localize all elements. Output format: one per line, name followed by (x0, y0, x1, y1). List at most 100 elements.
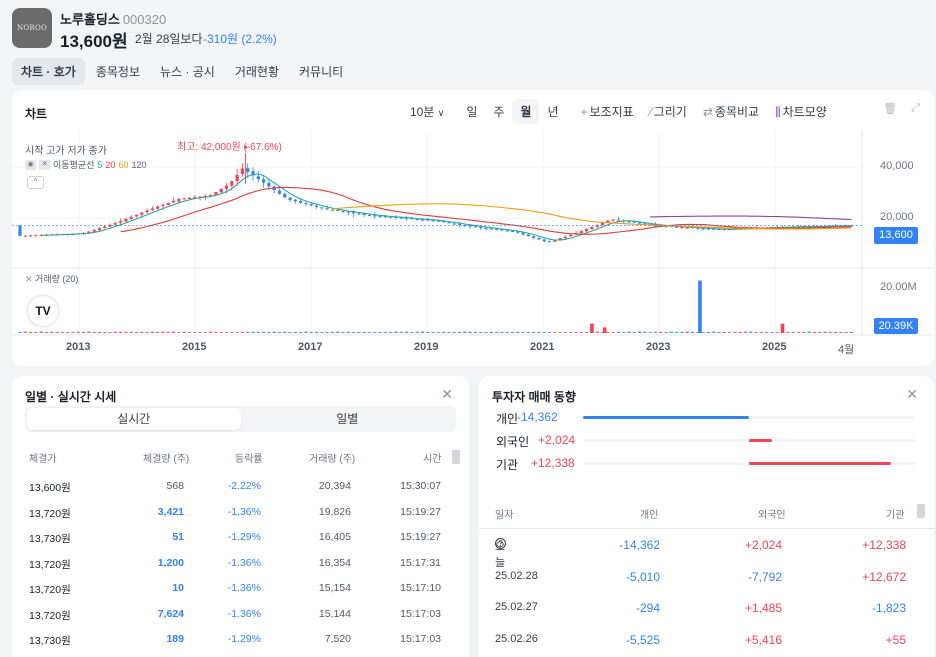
volume-bar (256, 331, 260, 333)
tab-community[interactable]: 커뮤니티 (299, 65, 344, 79)
tab-news[interactable]: 뉴스 · 공시 (160, 65, 215, 79)
chart-panel: 차트 10분 ∨ 일 주 월 년 + 보조지표 ⁄ 그리기 ⇄ 종목비교 ⫼ 차트모양 … (12, 90, 934, 366)
ma60-line (332, 203, 852, 230)
volume-bar (346, 331, 350, 333)
candle-body (404, 217, 409, 219)
close-icon[interactable]: ✕ (906, 386, 918, 402)
row-indiv: -5,010 (625, 569, 660, 584)
trash-icon[interactable]: 🗑 (883, 103, 898, 115)
close-icon[interactable]: ✕ (39, 159, 50, 170)
volume-bar (807, 331, 811, 333)
table-row: 13,730원 189 -1.29% 7,520 15:17:03 (12, 633, 469, 657)
candle-icon: ⫼ (775, 105, 781, 119)
draw-button[interactable]: ⁄ 그리기 (642, 99, 695, 124)
candle-body (558, 238, 562, 240)
collapse-legend-button[interactable]: ^ (27, 176, 44, 189)
close-icon[interactable]: ✕ (25, 274, 36, 284)
volume-spike (698, 280, 702, 333)
row-inst: +12,338 (862, 538, 906, 552)
volume-bar (802, 331, 806, 333)
ma5-label: 5 (97, 159, 103, 170)
row-price: 13,730원 (29, 533, 71, 545)
compare-button[interactable]: ⇄ 종목비교 (695, 99, 767, 124)
period-year[interactable]: 년 (547, 105, 559, 119)
candle-body (553, 239, 557, 242)
tab-trading[interactable]: 거래현황 (234, 65, 279, 79)
table-row: 25.02.26 -5,525 +5,416 +55 (479, 633, 934, 657)
interval-select[interactable]: 10분 ∨ (402, 99, 452, 124)
close-icon[interactable]: ✕ (441, 386, 453, 402)
volume-bar (87, 331, 91, 333)
volume-bar (569, 331, 573, 333)
volume-bar (500, 331, 504, 333)
volume-bar (362, 332, 366, 333)
row-qty: 10 (172, 582, 184, 594)
volume-bar (733, 332, 737, 333)
interval-value: 10분 (410, 105, 435, 119)
table-row: 13,720원 10 -1.36% 15,154 15:17:10 (12, 582, 469, 607)
ma20-label: 20 (105, 159, 116, 170)
period-day[interactable]: 일 (466, 105, 478, 119)
col-time: 시간 (423, 454, 442, 465)
chart-style-label: 차트모양 (782, 105, 827, 119)
candle-body (611, 219, 615, 221)
scrollbar-thumb[interactable] (917, 504, 925, 518)
volume-bar (134, 332, 139, 333)
volume-spike (590, 323, 594, 333)
row-volume: 16,405 (318, 531, 351, 543)
candle-body (283, 193, 287, 198)
period-week[interactable]: 주 (493, 105, 505, 119)
period-month[interactable]: 월 (512, 99, 540, 124)
candle-body (849, 225, 854, 227)
info-icon[interactable]: ? (495, 538, 506, 549)
scrollbar-thumb[interactable] (452, 450, 460, 464)
volume-bar (81, 332, 86, 333)
candle-body (203, 195, 207, 197)
eye-icon[interactable]: ◉ (25, 159, 36, 170)
high-annotation: 최고: 42,000원 (-67.6%) (177, 142, 282, 153)
candle-body (431, 220, 435, 222)
segment-realtime[interactable]: 실시간 (27, 408, 241, 430)
candle-body (156, 206, 160, 209)
tab-chart-orderbook[interactable]: 차트 · 호가 (12, 58, 85, 85)
expand-icon[interactable]: ⤢ (911, 102, 920, 114)
candle-body (367, 214, 372, 216)
volume-bar (765, 331, 769, 333)
candle-body (193, 197, 197, 199)
volume-bar (426, 332, 430, 333)
volume-bar (383, 332, 387, 333)
volume-bar (320, 331, 324, 333)
candle-body (600, 222, 605, 226)
volume-bar (209, 331, 213, 333)
volume-bar (505, 332, 509, 333)
swap-icon: ⇄ (702, 105, 713, 119)
volume-bar (44, 332, 49, 333)
volume-bar (251, 331, 255, 333)
volume-bar (659, 331, 663, 333)
candle-body (526, 234, 530, 237)
x-tick-2021: 2021 (530, 341, 555, 353)
price-chart[interactable] (12, 90, 934, 366)
row-inst: +12,672 (862, 569, 906, 584)
candle-body (590, 226, 594, 229)
candle-body (637, 222, 642, 224)
candle-body (288, 197, 292, 200)
investor-value: +12,338 (531, 456, 575, 470)
indicator-button[interactable]: + 보조지표 (573, 99, 642, 124)
row-time: 15:17:03 (400, 633, 441, 645)
volume-bar (119, 331, 123, 333)
tab-stock-info[interactable]: 종목정보 (95, 65, 140, 79)
candle-body (309, 203, 313, 206)
volume-bar (839, 331, 843, 333)
candle-body (675, 226, 679, 228)
volume-bar (23, 331, 27, 333)
volume-bar (770, 332, 774, 333)
volume-bar (643, 331, 647, 333)
volume-bar (574, 332, 578, 333)
volume-bar (849, 332, 854, 333)
volume-bar (653, 331, 658, 333)
chart-style-button[interactable]: ⫼ 차트모양 (767, 99, 835, 124)
segment-daily[interactable]: 일별 (336, 412, 359, 426)
tradingview-logo[interactable]: TV (28, 296, 58, 326)
volume-bar (415, 331, 419, 333)
